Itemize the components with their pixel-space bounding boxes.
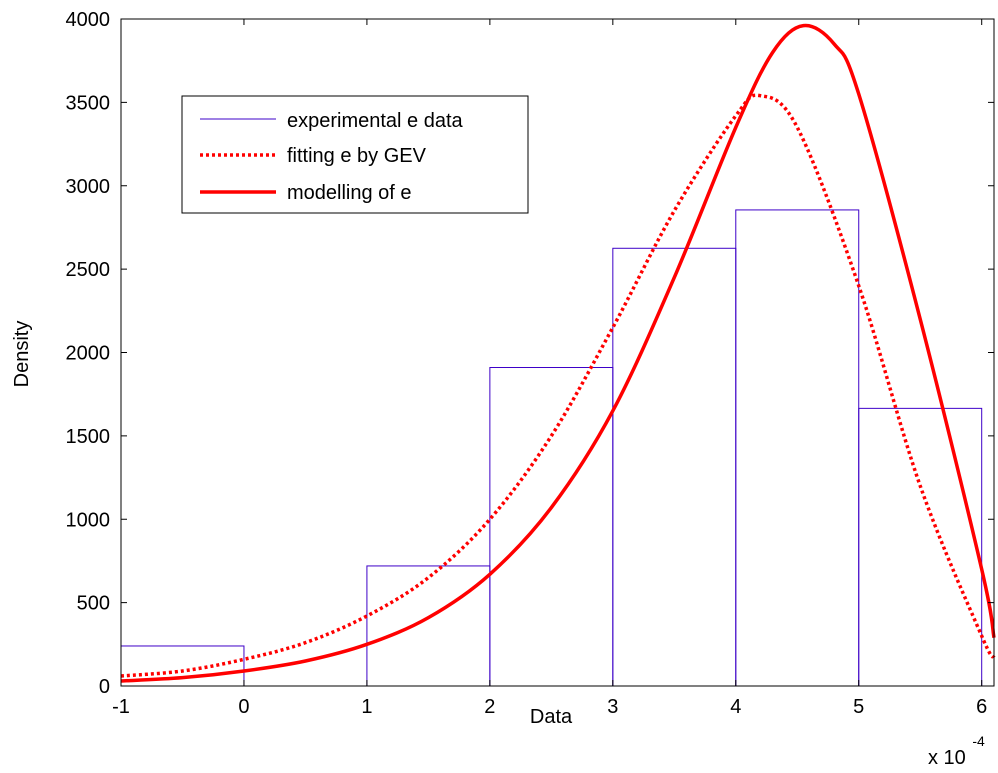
- x-tick-label: 4: [730, 696, 741, 718]
- y-tick-label: 2000: [66, 343, 111, 365]
- x-multiplier: x 10 -4: [928, 733, 985, 769]
- x-tick-label: -1: [112, 696, 130, 718]
- y-tick-label: 0: [99, 676, 110, 698]
- y-tick-label: 1000: [66, 509, 111, 531]
- y-tick-labels: 0 500 1000 1500 2000 2500 3000 3500 4000: [66, 9, 111, 698]
- y-tick-label: 2500: [66, 259, 111, 281]
- y-tick-label: 4000: [66, 9, 111, 31]
- x-tick-label: 1: [361, 696, 372, 718]
- y-tick-label: 1500: [66, 426, 111, 448]
- legend-label-model: modelling of e: [287, 182, 412, 204]
- legend-label-histogram: experimental e data: [287, 110, 464, 132]
- x-multiplier-base: x 10: [928, 747, 966, 769]
- series-line-gev: [120, 93, 996, 678]
- x-tick-label: 2: [484, 696, 495, 718]
- x-tick-label: 5: [853, 696, 864, 718]
- y-tick-label: 3000: [66, 176, 111, 198]
- x-tick-label: 0: [238, 696, 249, 718]
- x-multiplier-exponent: -4: [972, 733, 985, 749]
- axis-ticks: [120, 18, 994, 687]
- y-tick-label: 500: [77, 593, 110, 615]
- x-tick-labels: -1 0 1 2 3 4 5 6: [112, 696, 987, 718]
- y-axis-label: Density: [11, 321, 33, 388]
- x-axis-label: Data: [530, 706, 573, 728]
- x-tick-label: 6: [976, 696, 987, 718]
- legend: experimental e data fitting e by GEV mod…: [181, 95, 529, 214]
- x-tick-label: 3: [607, 696, 618, 718]
- series-line-model: [120, 23, 996, 683]
- legend-label-gev: fitting e by GEV: [287, 145, 427, 167]
- curves: [120, 23, 996, 683]
- y-tick-label: 3500: [66, 92, 111, 114]
